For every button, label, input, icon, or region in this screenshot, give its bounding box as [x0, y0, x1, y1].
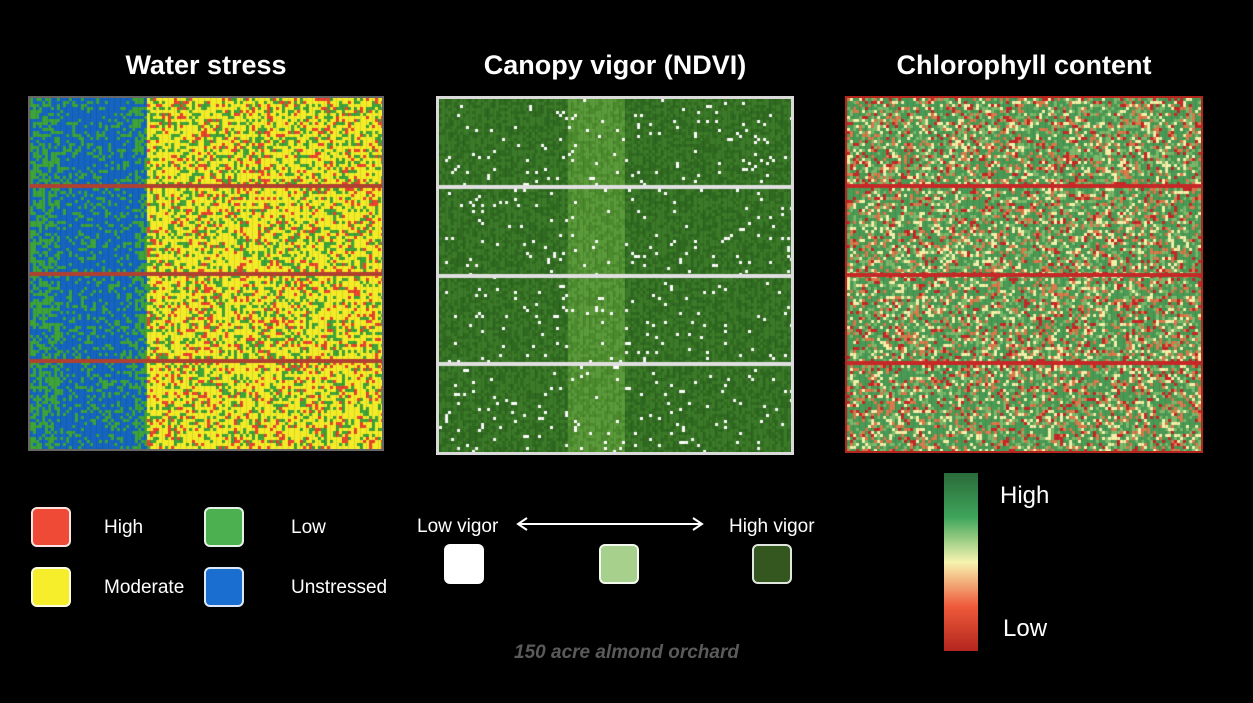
high-stress-swatch — [31, 507, 71, 547]
low-vigor-swatch — [444, 544, 484, 584]
mid-vigor-swatch — [599, 544, 639, 584]
moderate-stress-swatch — [31, 567, 71, 607]
high-stress-label: High — [104, 517, 144, 538]
low-vigor-label: Low vigor — [417, 516, 499, 537]
orchard-caption: 150 acre almond orchard — [514, 642, 739, 663]
high-vigor-label: High vigor — [729, 516, 815, 537]
moderate-stress-label: Moderate — [104, 577, 185, 598]
double-arrow-icon — [516, 517, 704, 531]
high-vigor-swatch — [752, 544, 792, 584]
chlorophyll-high-label: High — [1000, 482, 1050, 509]
chlorophyll-map — [845, 96, 1203, 453]
chlorophyll-title: Chlorophyll content — [896, 50, 1152, 80]
chlorophyll-low-label: Low — [1003, 615, 1048, 642]
water-stress-title: Water stress — [125, 50, 287, 80]
canopy-vigor-map — [436, 96, 794, 455]
chlorophyll-gradient-bar — [944, 473, 978, 651]
canopy-vigor-title: Canopy vigor (NDVI) — [483, 50, 747, 80]
low-stress-label: Low — [291, 517, 326, 538]
water-stress-map — [28, 96, 384, 451]
unstressed-swatch — [204, 567, 244, 607]
low-stress-swatch — [204, 507, 244, 547]
unstressed-label: Unstressed — [291, 577, 388, 598]
